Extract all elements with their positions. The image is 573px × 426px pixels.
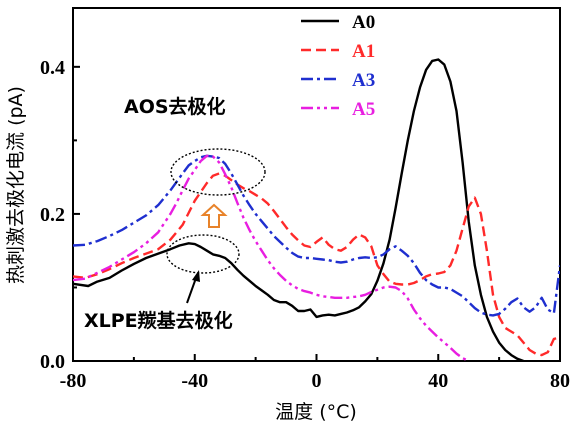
series-line-a0 xyxy=(73,58,524,361)
x-tick-label: -40 xyxy=(181,370,208,392)
aos-annotation-label: AOS去极化 xyxy=(124,95,226,118)
plot-frame xyxy=(72,7,561,362)
aos-highlight-ellipse xyxy=(170,148,266,196)
y-tick-label: 0.0 xyxy=(40,351,65,373)
xlpe-highlight-ellipse xyxy=(166,234,240,274)
x-axis: -80 -40 0 40 80 xyxy=(60,354,570,392)
legend: A0 A1 A3 A5 xyxy=(301,12,375,120)
y-tick-label: 0.4 xyxy=(40,57,65,79)
series-line-a3 xyxy=(73,154,560,317)
legend-label-a5: A5 xyxy=(352,99,375,120)
y-axis: 0.0 0.2 0.4 xyxy=(40,57,80,373)
xlpe-pointer-arrow-icon xyxy=(192,270,200,282)
x-tick-label: -80 xyxy=(60,370,87,392)
xlpe-pointer-arrow-shaft xyxy=(186,277,197,304)
x-axis-title: 温度 (°C) xyxy=(275,401,357,423)
x-tick-label: 0 xyxy=(312,370,322,392)
y-tick-label: 0.2 xyxy=(40,204,65,226)
up-arrow-icon xyxy=(200,203,228,228)
series-line-a5 xyxy=(73,154,470,361)
xlpe-annotation-label: XLPE羰基去极化 xyxy=(84,309,233,332)
legend-label-a1: A1 xyxy=(352,41,375,62)
legend-label-a0: A0 xyxy=(352,12,375,33)
x-tick-label: 40 xyxy=(428,370,448,392)
y-axis-title: 热刺激去极化电流 (pA) xyxy=(5,86,27,284)
series-line-a1 xyxy=(73,172,560,357)
series-group xyxy=(73,58,560,361)
x-tick-label: 80 xyxy=(550,370,570,392)
legend-label-a3: A3 xyxy=(352,70,375,91)
